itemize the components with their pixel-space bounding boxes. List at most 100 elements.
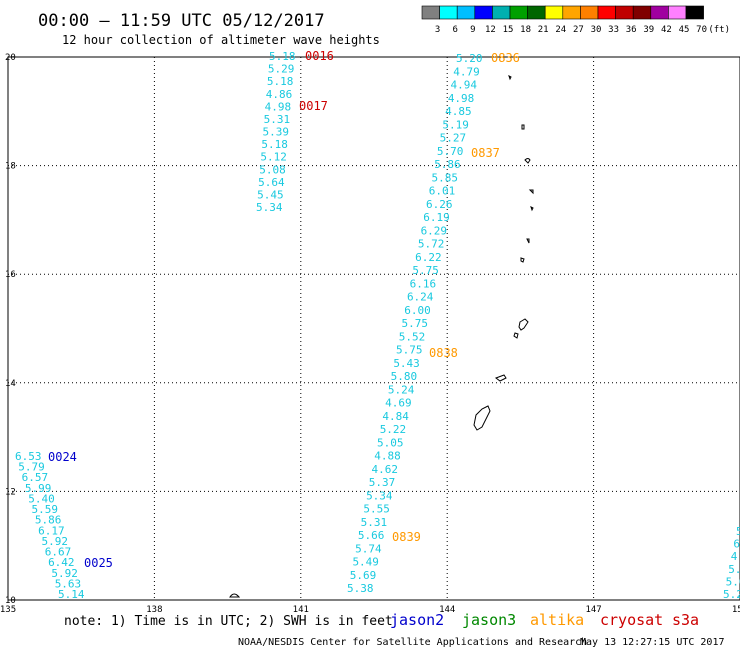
island-shape	[229, 593, 241, 598]
wave-height-value: 6.57	[22, 471, 49, 484]
wave-height-value: 5.34	[256, 201, 283, 214]
wave-height-value: 5.52	[399, 330, 426, 343]
wave-height-value: 6.17	[38, 524, 65, 537]
wave-height-value: 5.59	[32, 503, 58, 516]
wave-height-value: 5.08	[259, 163, 286, 176]
wave-height-value: 6.53	[15, 450, 42, 463]
color-legend: 3 6 9 12 15 18 21 24 27 30 33 36 39 42 45 70 (ft)	[421, 5, 730, 35]
wave-height-tracks: 5.185.295.184.864.985.315.395.185.125.08…	[15, 50, 740, 601]
wave-height-value: 4.88	[374, 450, 401, 463]
wave-height-value: 5.37	[369, 476, 396, 489]
wave-height-value: 4.85	[445, 105, 472, 118]
satellite-name: jason2	[390, 611, 444, 629]
island-shape	[494, 374, 507, 382]
wave-height-value: 6.01	[429, 185, 456, 198]
island-shape	[528, 189, 534, 195]
x-tick-label: 147	[585, 605, 601, 615]
wave-height-value: 6.67	[45, 546, 71, 559]
wave-height-value: 4.86	[266, 88, 293, 101]
island-shape	[526, 238, 530, 244]
pass-time-label: 0837	[471, 146, 500, 160]
map-subtitle: 12 hour collection of altimeter wave hei…	[62, 33, 380, 47]
wave-height-value: 5.66	[358, 529, 385, 542]
pass-time-label: 0025	[84, 556, 113, 570]
wave-height-value: 5.49	[352, 556, 379, 569]
wave-height-value: 5.39	[263, 126, 290, 139]
wave-height-value: 5.75	[402, 317, 429, 330]
y-tick-label: 16	[5, 270, 16, 280]
wave-height-value: 5.18	[269, 50, 296, 63]
wave-height-value: 5.38	[347, 582, 374, 595]
legend-label: 6	[452, 25, 457, 35]
wave-height-value: 5.34	[366, 489, 393, 502]
wave-height-value: 5.74	[355, 542, 382, 555]
wave-height-value: 6.42	[48, 556, 74, 569]
legend-swatch	[632, 5, 652, 20]
island-shape	[524, 158, 531, 164]
wave-height-value: 5.85	[431, 171, 458, 184]
x-tick-label: 135	[0, 605, 16, 615]
x-tick-label: 144	[439, 605, 455, 615]
wave-height-value: 6.22	[415, 251, 442, 264]
pass-time-labels: 0016 0017 0836 0837 0838 0839 0024 0025	[48, 49, 520, 570]
y-tick-label: 10	[5, 596, 16, 606]
pass-time-label: 0836	[491, 51, 520, 65]
legend-swatch	[544, 5, 564, 20]
legend-swatch	[456, 5, 476, 20]
island-shape	[521, 124, 525, 130]
legend-label: 45	[679, 25, 690, 35]
wave-height-value: 4.98	[448, 92, 475, 105]
wave-height-value: 5.75	[412, 264, 439, 277]
satellite-legend: jason2 jason3 altika cryosat s3a	[390, 611, 699, 629]
satellite-name: cryosat	[600, 611, 663, 629]
wave-height-value: 5.86	[35, 514, 62, 527]
wave-height-value: 5.80	[391, 370, 418, 383]
wave-height-value: 5.29	[268, 63, 295, 76]
island-shape	[518, 318, 529, 331]
legend-label: 15	[503, 25, 514, 35]
legend-label: 39	[643, 25, 654, 35]
wave-height-value: 5.86	[434, 158, 461, 171]
legend-label: 33	[608, 25, 619, 35]
y-tick-label: 18	[5, 162, 16, 172]
legend-swatch	[509, 5, 528, 20]
axis-ticks: 135 138 141 144 147 150 20 18 16 14 12 10	[0, 53, 740, 615]
wave-height-value: 6.29	[421, 224, 448, 237]
map-title: 00:00 – 11:59 UTC 05/12/2017	[38, 11, 325, 31]
wave-height-value: 5.12	[260, 151, 287, 164]
wave-height-value: 5.45	[257, 188, 284, 201]
wave-height-value: 4.84	[382, 410, 409, 423]
map-frame	[7, 56, 740, 601]
y-tick-label: 20	[5, 53, 16, 63]
legend-label: 12	[485, 25, 496, 35]
satellite-name: jason3	[462, 611, 516, 629]
wave-height-value: 5.70	[437, 145, 464, 158]
wave-height-value: 5.99	[25, 482, 52, 495]
legend-label: 3	[435, 25, 440, 35]
wave-height-value: 6.24	[407, 291, 434, 304]
wave-height-value: 5.75	[396, 344, 423, 357]
wave-height-value: 6.26	[426, 198, 453, 211]
wave-height-value: 4.62	[372, 463, 399, 476]
wave-height-value: 6.19	[423, 211, 450, 224]
wave-height-value: 5.72	[418, 238, 445, 251]
wave-height-value: 5.31	[361, 516, 388, 529]
pass-time-label: 0024	[48, 450, 77, 464]
island-shape	[473, 405, 491, 431]
legend-swatch	[580, 5, 599, 20]
wave-height-value: 5	[736, 525, 740, 538]
legend-swatch	[421, 5, 440, 20]
legend-label: 9	[470, 25, 475, 35]
x-tick-label: 150	[732, 605, 740, 615]
legend-swatch	[474, 5, 493, 20]
wave-height-value: 5.19	[442, 118, 469, 131]
legend-label: 18	[520, 25, 531, 35]
satellite-name: s3a	[672, 611, 699, 629]
wave-height-value: 5.92	[41, 535, 68, 548]
legend-swatch	[562, 5, 581, 20]
x-tick-label: 141	[293, 605, 309, 615]
island-outlines	[229, 75, 534, 598]
wave-height-value: 5.92	[51, 567, 77, 580]
footer-credit: NOAA/NESDIS Center for Satellite Applica…	[238, 637, 587, 648]
